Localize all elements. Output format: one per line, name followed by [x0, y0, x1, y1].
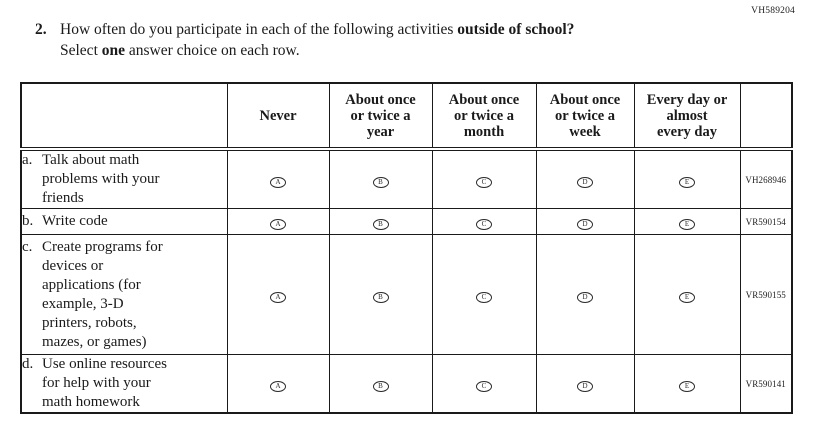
row-b-label: Write code — [42, 213, 108, 229]
question-line2-bold: one — [101, 42, 125, 59]
question-line1-bold: outside of school? — [457, 21, 575, 38]
answer-bubble-a[interactable]: A — [270, 176, 286, 188]
row-c-label: Create programs for devices or applicati… — [42, 238, 163, 350]
row-b-label-wrap: b. Write code — [22, 212, 227, 231]
header-once-twice-week: About once or twice a week — [535, 82, 635, 151]
row-b-cell-week: D — [535, 208, 635, 235]
row-d-label: Use online resources for help with your … — [42, 356, 167, 410]
row-d-label-cell: d. Use online resources for help with yo… — [20, 354, 228, 414]
answer-bubble-e[interactable]: E — [679, 176, 695, 188]
row-a-cell-year: B — [328, 148, 433, 209]
table-header: Never About once or twice a year About o… — [20, 82, 793, 151]
question-line-1: How often do you participate in each of … — [60, 19, 574, 40]
row-c-label-cell: c. Create programs for devices or applic… — [20, 234, 228, 355]
row-a-label: Talk about math problems with your frien… — [42, 152, 160, 206]
answer-bubble-a[interactable]: A — [270, 218, 286, 230]
row-d-cell-everyday: E — [633, 354, 741, 414]
question-line2-text: Select — [60, 42, 102, 59]
table-body: a. Talk about math problems with your fr… — [20, 148, 793, 414]
row-a-cell-week: D — [535, 148, 635, 209]
header-once-twice-month: About once or twice a month — [431, 82, 537, 151]
answer-bubble-c[interactable]: C — [476, 380, 492, 392]
row-b-cell-year: B — [328, 208, 433, 235]
table-row-c: c. Create programs for devices or applic… — [20, 234, 793, 355]
question-line1-text: How often do you participate in each of … — [60, 21, 458, 38]
table-row-d: d. Use online resources for help with yo… — [20, 354, 793, 414]
row-a-label-cell: a. Talk about math problems with your fr… — [20, 148, 228, 209]
row-b-cell-month: C — [431, 208, 537, 235]
row-c-cell-week: D — [535, 234, 635, 355]
row-b-label-cell: b. Write code — [20, 208, 228, 235]
header-blank — [20, 82, 228, 151]
table-row-b: b. Write code A B C D E VR590154 — [20, 208, 793, 235]
question-line-2: Select one answer choice on each row. — [60, 40, 574, 61]
header-once-twice-year: About once or twice a year — [328, 82, 433, 151]
row-c-cell-everyday: E — [633, 234, 741, 355]
row-d-cell-month: C — [431, 354, 537, 414]
row-d-label-wrap: d. Use online resources for help with yo… — [22, 355, 227, 412]
answer-bubble-b[interactable]: B — [372, 291, 389, 303]
answer-bubble-d[interactable]: D — [577, 291, 593, 303]
row-c-cell-month: C — [431, 234, 537, 355]
answer-bubble-e[interactable]: E — [679, 380, 695, 392]
row-d-marker: d. — [22, 356, 34, 372]
answer-bubble-a[interactable]: A — [270, 380, 286, 392]
row-b-item-id: VR590154 — [739, 208, 793, 235]
answer-bubble-c[interactable]: C — [476, 291, 492, 303]
answer-bubble-d[interactable]: D — [577, 176, 593, 188]
row-d-cell-year: B — [328, 354, 433, 414]
answer-bubble-a[interactable]: A — [270, 291, 286, 303]
answer-bubble-c[interactable]: C — [476, 176, 492, 188]
row-a-label-wrap: a. Talk about math problems with your fr… — [22, 151, 227, 208]
row-a-cell-everyday: E — [633, 148, 741, 209]
table-row-a: a. Talk about math problems with your fr… — [20, 148, 793, 209]
answer-bubble-d[interactable]: D — [577, 380, 593, 392]
row-a-cell-month: C — [431, 148, 537, 209]
activity-frequency-table: Never About once or twice a year About o… — [20, 82, 793, 414]
form-code: VH589204 — [751, 6, 795, 16]
header-row: Never About once or twice a year About o… — [20, 82, 793, 151]
row-b-marker: b. — [22, 213, 34, 229]
row-a-item-id: VH268946 — [739, 148, 793, 209]
row-a-marker: a. — [22, 152, 33, 168]
row-a-cell-never: A — [226, 148, 330, 209]
header-id-blank — [739, 82, 793, 151]
answer-bubble-b[interactable]: B — [372, 176, 389, 188]
question-block: 2. How often do you participate in each … — [35, 19, 574, 61]
row-c-label-wrap: c. Create programs for devices or applic… — [22, 238, 227, 352]
question-text: How often do you participate in each of … — [60, 19, 574, 61]
header-never: Never — [226, 82, 330, 151]
answer-bubble-e[interactable]: E — [679, 291, 695, 303]
row-c-item-id: VR590155 — [739, 234, 793, 355]
answer-bubble-c[interactable]: C — [476, 218, 492, 230]
question-number: 2. — [35, 21, 47, 38]
header-every-day: Every day or almost every day — [633, 82, 741, 151]
row-c-marker: c. — [22, 238, 33, 255]
row-d-item-id: VR590141 — [739, 354, 793, 414]
row-d-cell-never: A — [226, 354, 330, 414]
answer-bubble-e[interactable]: E — [679, 218, 695, 230]
row-d-cell-week: D — [535, 354, 635, 414]
row-b-cell-everyday: E — [633, 208, 741, 235]
answer-bubble-d[interactable]: D — [577, 218, 593, 230]
question-line2-end: answer choice on each row. — [125, 42, 300, 59]
answer-bubble-b[interactable]: B — [372, 380, 389, 392]
row-c-cell-never: A — [226, 234, 330, 355]
row-c-cell-year: B — [328, 234, 433, 355]
row-b-cell-never: A — [226, 208, 330, 235]
answer-bubble-b[interactable]: B — [372, 218, 389, 230]
